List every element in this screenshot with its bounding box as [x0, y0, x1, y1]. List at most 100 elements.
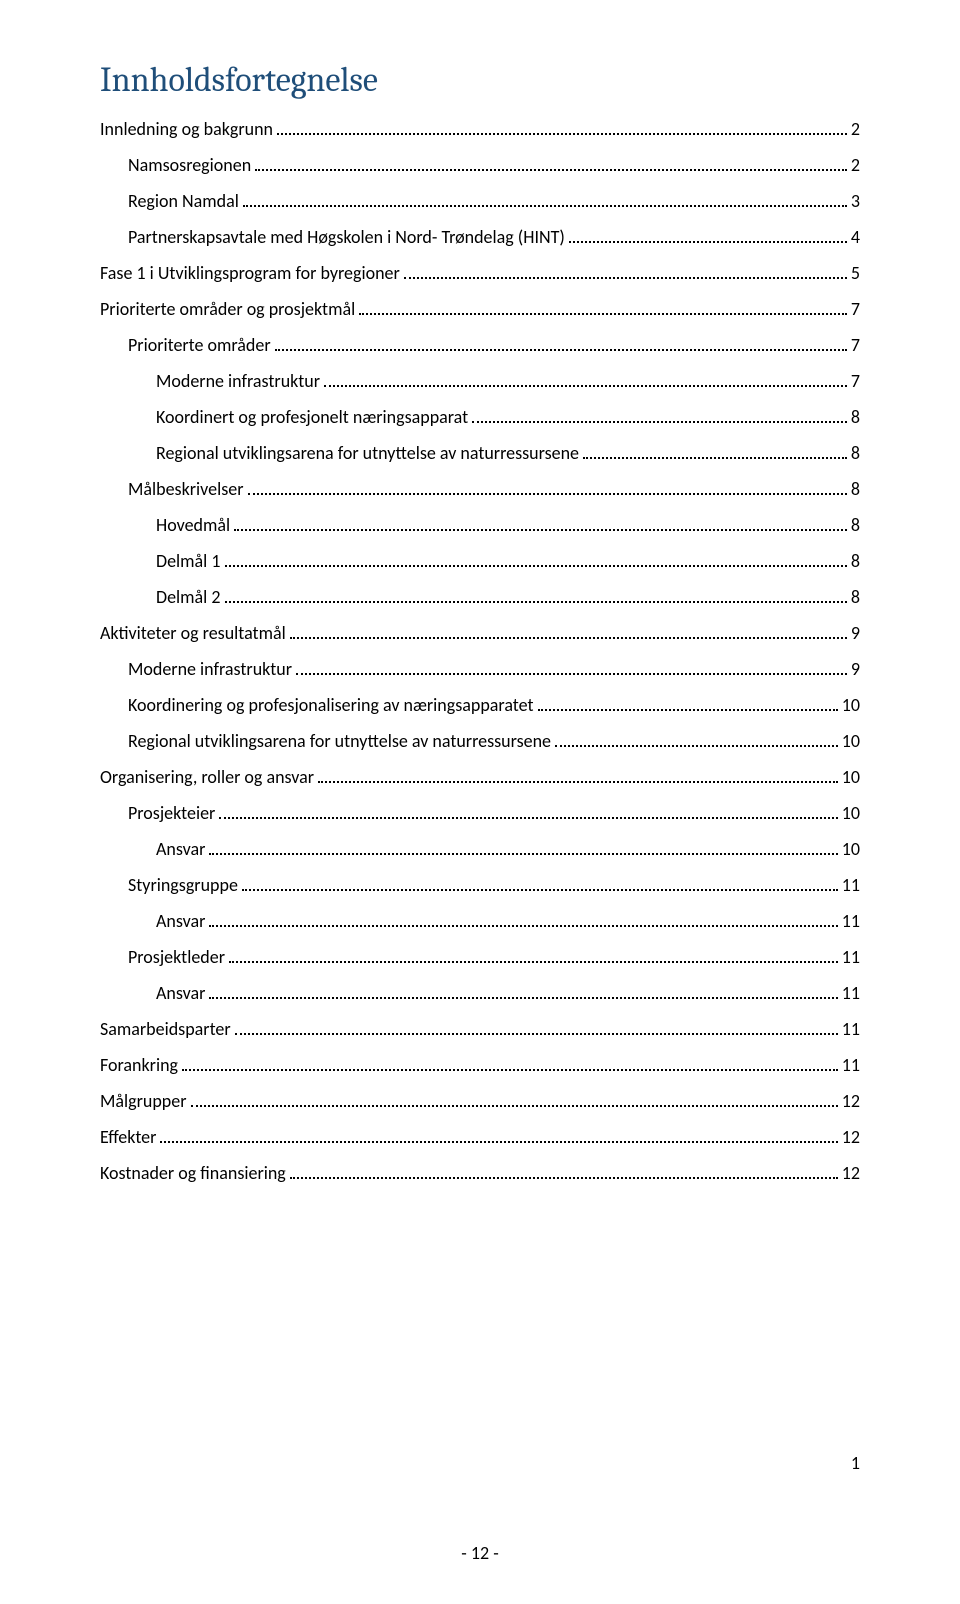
- footer-page-number: - 12 -: [0, 1542, 960, 1564]
- toc-leader-dots: [472, 421, 847, 423]
- toc-entry[interactable]: Ansvar11: [100, 982, 860, 1004]
- toc-entry[interactable]: Moderne infrastruktur 7: [100, 370, 860, 392]
- toc-leader-dots: [275, 349, 847, 351]
- toc-leader-dots: [191, 1105, 838, 1107]
- toc-leader-dots: [569, 241, 847, 243]
- toc-entry-page: 12: [842, 1090, 860, 1112]
- toc-entry-label: Moderne infrastruktur: [128, 658, 292, 680]
- toc-entry-label: Styringsgruppe: [128, 874, 238, 896]
- toc-entry[interactable]: Ansvar10: [100, 838, 860, 860]
- toc-entry-label: Kostnader og finansiering: [100, 1162, 286, 1184]
- toc-entry[interactable]: Aktiviteter og resultatmål 9: [100, 622, 860, 644]
- toc-title: Innholdsfortegnelse: [100, 60, 860, 100]
- toc-entry[interactable]: Prosjekteier 10: [100, 802, 860, 824]
- toc-entry-page: 8: [851, 442, 860, 464]
- toc-leader-dots: [209, 925, 837, 927]
- toc-entry-label: Hovedmål: [156, 514, 230, 536]
- toc-leader-dots: [235, 1033, 838, 1035]
- toc-entry-page: 8: [851, 478, 860, 500]
- toc-entry-label: Fase 1 i Utviklingsprogram for byregione…: [100, 262, 400, 284]
- toc-entry-page: 8: [851, 514, 860, 536]
- toc-leader-dots: [248, 493, 847, 495]
- toc-entry-label: Aktiviteter og resultatmål: [100, 622, 286, 644]
- toc-leader-dots: [296, 673, 847, 675]
- toc-entry-label: Prioriterte områder og prosjektmål: [100, 298, 355, 320]
- toc-entry[interactable]: Målgrupper 12: [100, 1090, 860, 1112]
- toc-entry[interactable]: Partnerskapsavtale med Høgskolen i Nord-…: [100, 226, 860, 248]
- toc-entry-page: 11: [842, 982, 860, 1004]
- toc-entry-label: Koordinert og profesjonelt næringsappara…: [156, 406, 468, 428]
- toc-entry-page: 10: [842, 730, 860, 752]
- toc-entry[interactable]: Målbeskrivelser 8: [100, 478, 860, 500]
- toc-leader-dots: [255, 169, 847, 171]
- toc-entry-page: 11: [842, 946, 860, 968]
- toc-entry[interactable]: Fase 1 i Utviklingsprogram for byregione…: [100, 262, 860, 284]
- toc-leader-dots: [209, 997, 837, 999]
- toc-entry-page: 12: [842, 1162, 860, 1184]
- toc-entry-label: Samarbeidsparter: [100, 1018, 231, 1040]
- toc-entry-page: 2: [851, 154, 860, 176]
- toc-entry-label: Regional utviklingsarena for utnyttelse …: [128, 730, 551, 752]
- toc-leader-dots: [219, 817, 837, 819]
- toc-entry-label: Prosjekteier: [128, 802, 215, 824]
- toc-entry[interactable]: Kostnader og finansiering 12: [100, 1162, 860, 1184]
- toc-entry[interactable]: Styringsgruppe 11: [100, 874, 860, 896]
- toc-leader-dots: [277, 133, 847, 135]
- toc-entry-page: 9: [851, 622, 860, 644]
- toc-entry-page: 8: [851, 550, 860, 572]
- toc-entry-label: Partnerskapsavtale med Høgskolen i Nord-…: [128, 226, 565, 248]
- toc-entry-page: 12: [842, 1126, 860, 1148]
- toc-leader-dots: [538, 709, 838, 711]
- toc-entry[interactable]: Hovedmål 8: [100, 514, 860, 536]
- toc-entry-label: Målbeskrivelser: [128, 478, 244, 500]
- toc-entry[interactable]: Moderne infrastruktur 9: [100, 658, 860, 680]
- toc-entry-page: 9: [851, 658, 860, 680]
- toc-entry-label: Prioriterte områder: [128, 334, 271, 356]
- toc-entry-page: 11: [842, 910, 860, 932]
- toc-entry-page: 8: [851, 406, 860, 428]
- toc-entry-label: Namsosregionen: [128, 154, 251, 176]
- toc-entry-label: Prosjektleder: [128, 946, 225, 968]
- toc-leader-dots: [243, 205, 847, 207]
- toc-entry-page: 7: [851, 370, 860, 392]
- toc-list: Innledning og bakgrunn2 Namsosregionen 2 Re…: [100, 118, 860, 1184]
- toc-entry[interactable]: Prosjektleder 11: [100, 946, 860, 968]
- toc-entry-label: Organisering, roller og ansvar: [100, 766, 314, 788]
- toc-entry[interactable]: Regional utviklingsarena for utnyttelse …: [100, 730, 860, 752]
- toc-leader-dots: [324, 385, 847, 387]
- toc-entry[interactable]: Region Namdal3: [100, 190, 860, 212]
- toc-entry-label: Innledning og bakgrunn: [100, 118, 273, 140]
- toc-entry-label: Delmål 1: [156, 550, 221, 572]
- toc-entry[interactable]: Innledning og bakgrunn2: [100, 118, 860, 140]
- toc-entry[interactable]: Forankring11: [100, 1054, 860, 1076]
- toc-entry-page: 4: [851, 226, 860, 248]
- toc-leader-dots: [229, 961, 838, 963]
- toc-entry-page: 10: [842, 802, 860, 824]
- toc-entry-label: Ansvar: [156, 838, 205, 860]
- toc-entry-page: 11: [842, 1054, 860, 1076]
- toc-entry-page: 5: [851, 262, 860, 284]
- toc-entry[interactable]: Samarbeidsparter11: [100, 1018, 860, 1040]
- toc-entry-label: Målgrupper: [100, 1090, 187, 1112]
- toc-entry[interactable]: Organisering, roller og ansvar10: [100, 766, 860, 788]
- toc-entry[interactable]: Koordinert og profesjonelt næringsappara…: [100, 406, 860, 428]
- toc-leader-dots: [225, 601, 847, 603]
- toc-leader-dots: [209, 853, 837, 855]
- toc-entry[interactable]: Namsosregionen 2: [100, 154, 860, 176]
- toc-entry[interactable]: Effekter12: [100, 1126, 860, 1148]
- toc-leader-dots: [225, 565, 847, 567]
- toc-leader-dots: [242, 889, 838, 891]
- toc-entry[interactable]: Regional utviklingsarena for utnyttelse …: [100, 442, 860, 464]
- toc-entry[interactable]: Ansvar11: [100, 910, 860, 932]
- toc-entry-label: Delmål 2: [156, 586, 221, 608]
- corner-page-number: 1: [851, 1452, 860, 1474]
- toc-entry[interactable]: Delmål 1 8: [100, 550, 860, 572]
- toc-entry[interactable]: Koordinering og profesjonalisering av næ…: [100, 694, 860, 716]
- toc-entry[interactable]: Delmål 28: [100, 586, 860, 608]
- toc-entry[interactable]: Prioriterte områder7: [100, 334, 860, 356]
- toc-leader-dots: [359, 313, 847, 315]
- toc-leader-dots: [555, 745, 838, 747]
- toc-entry[interactable]: Prioriterte områder og prosjektmål7: [100, 298, 860, 320]
- toc-entry-label: Moderne infrastruktur: [156, 370, 320, 392]
- toc-entry-page: 11: [842, 874, 860, 896]
